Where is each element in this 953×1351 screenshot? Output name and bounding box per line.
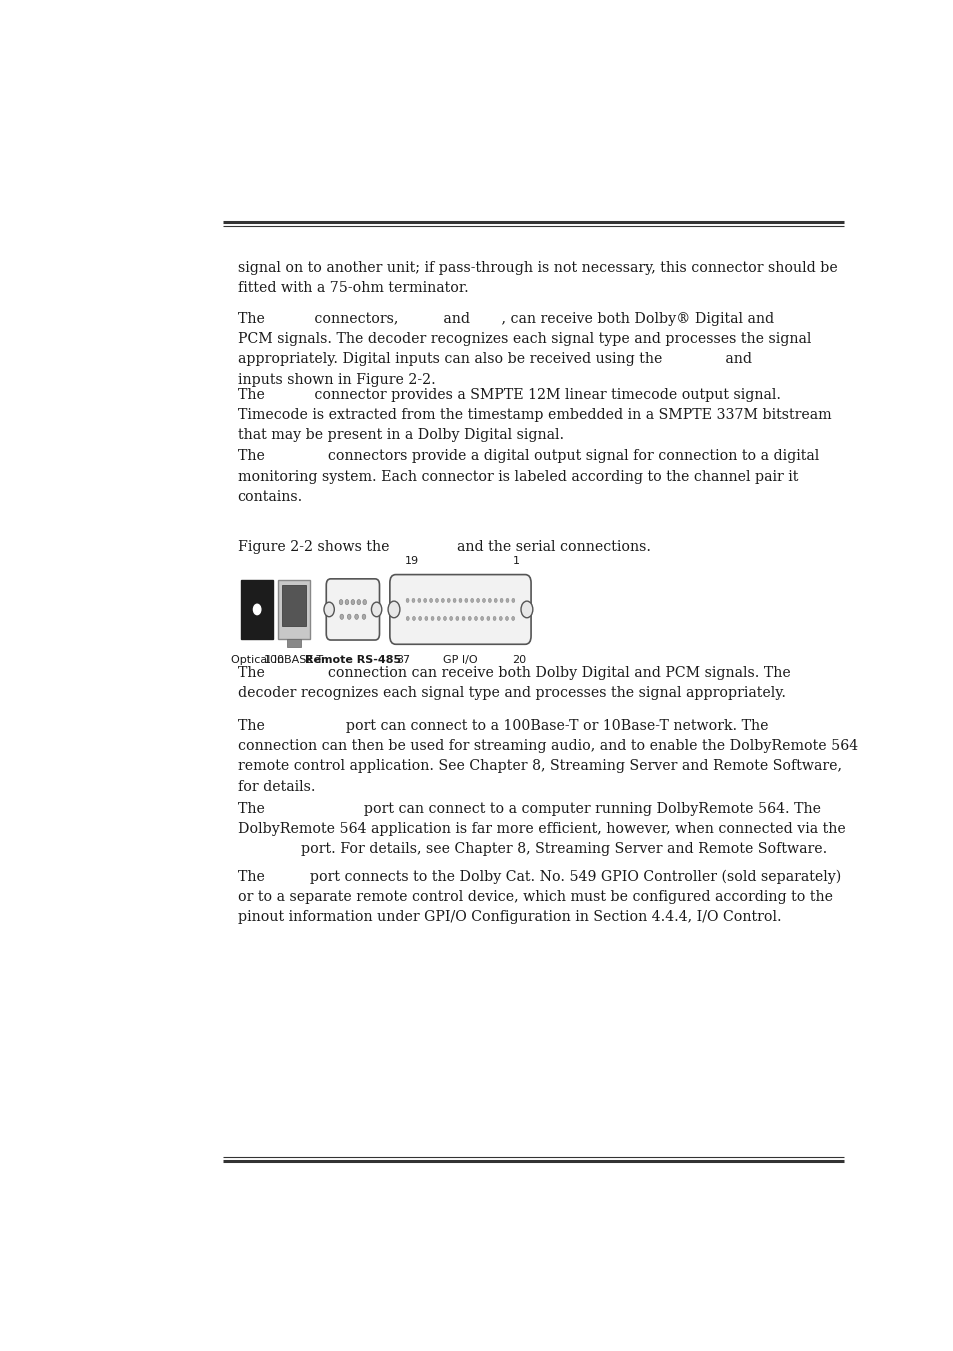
Text: appropriately. Digital inputs can also be received using the              and: appropriately. Digital inputs can also b… (237, 353, 751, 366)
Circle shape (429, 598, 432, 603)
Circle shape (447, 598, 450, 603)
Bar (282, 585, 306, 627)
Text: 1: 1 (513, 555, 519, 566)
Circle shape (435, 598, 438, 603)
Text: The           connector provides a SMPTE 12M linear timecode output signal.: The connector provides a SMPTE 12M linea… (237, 388, 780, 401)
Circle shape (486, 616, 489, 620)
Bar (287, 639, 301, 647)
Circle shape (424, 616, 427, 620)
Text: port. For details, see Chapter 8, Streaming Server and Remote Software.: port. For details, see Chapter 8, Stream… (237, 843, 826, 857)
Text: GP I/O: GP I/O (443, 655, 477, 665)
Circle shape (436, 616, 439, 620)
Circle shape (505, 598, 508, 603)
Text: for details.: for details. (237, 780, 314, 793)
Circle shape (468, 616, 471, 620)
Circle shape (412, 616, 415, 620)
Circle shape (253, 604, 260, 615)
Circle shape (470, 598, 474, 603)
Circle shape (362, 600, 366, 605)
Circle shape (443, 616, 446, 620)
Circle shape (347, 615, 351, 619)
Circle shape (431, 616, 434, 620)
Circle shape (339, 615, 343, 619)
Text: The              connectors provide a digital output signal for connection to a : The connectors provide a digital output … (237, 450, 818, 463)
Circle shape (512, 598, 515, 603)
Text: connection can then be used for streaming audio, and to enable the DolbyRemote 5: connection can then be used for streamin… (237, 739, 857, 753)
Circle shape (417, 598, 420, 603)
Circle shape (441, 598, 444, 603)
Circle shape (511, 616, 514, 620)
Text: The                  port can connect to a 100Base-T or 10Base-T network. The: The port can connect to a 100Base-T or 1… (237, 719, 767, 732)
Circle shape (520, 601, 533, 617)
Circle shape (412, 598, 415, 603)
Circle shape (493, 616, 496, 620)
Text: The           connectors,          and       , can receive both Dolby® Digital a: The connectors, and , can receive both D… (237, 312, 773, 326)
Text: that may be present in a Dolby Digital signal.: that may be present in a Dolby Digital s… (237, 428, 563, 442)
Text: Figure 2-2 shows the               and the serial connections.: Figure 2-2 shows the and the serial conn… (237, 540, 650, 554)
Circle shape (480, 616, 483, 620)
Text: monitoring system. Each connector is labeled according to the channel pair it: monitoring system. Each connector is lab… (237, 470, 797, 484)
Text: 19: 19 (404, 555, 418, 566)
Text: Optical In: Optical In (231, 655, 283, 665)
Text: DolbyRemote 564 application is far more efficient, however, when connected via t: DolbyRemote 564 application is far more … (237, 823, 844, 836)
Text: contains.: contains. (237, 490, 302, 504)
Circle shape (362, 615, 365, 619)
Text: 20: 20 (512, 655, 526, 665)
Circle shape (339, 600, 342, 605)
Circle shape (406, 598, 409, 603)
Circle shape (355, 615, 358, 619)
Circle shape (474, 616, 476, 620)
Bar (241, 580, 273, 639)
Text: PCM signals. The decoder recognizes each signal type and processes the signal: PCM signals. The decoder recognizes each… (237, 332, 810, 346)
Circle shape (453, 598, 456, 603)
Circle shape (351, 600, 355, 605)
Text: The          port connects to the Dolby Cat. No. 549 GPIO Controller (sold separ: The port connects to the Dolby Cat. No. … (237, 870, 840, 884)
Circle shape (356, 600, 360, 605)
Circle shape (371, 603, 381, 616)
Circle shape (464, 598, 467, 603)
Circle shape (458, 598, 461, 603)
Text: Remote RS-485: Remote RS-485 (305, 655, 400, 665)
Circle shape (345, 600, 349, 605)
Circle shape (505, 616, 508, 620)
Circle shape (388, 601, 399, 617)
Text: inputs shown in Figure 2-2.: inputs shown in Figure 2-2. (237, 373, 435, 386)
Text: pinout information under GPI/O Configuration in Section 4.4.4, I/O Control.: pinout information under GPI/O Configura… (237, 911, 781, 924)
Circle shape (498, 616, 501, 620)
Circle shape (461, 616, 464, 620)
Circle shape (406, 616, 409, 620)
Text: 100BASE-T: 100BASE-T (264, 655, 324, 665)
Text: remote control application. See Chapter 8, Streaming Server and Remote Software,: remote control application. See Chapter … (237, 759, 841, 773)
Circle shape (499, 598, 502, 603)
Text: Timecode is extracted from the timestamp embedded in a SMPTE 337M bitstream: Timecode is extracted from the timestamp… (237, 408, 830, 422)
Circle shape (423, 598, 426, 603)
Circle shape (324, 603, 334, 616)
Text: or to a separate remote control device, which must be configured according to th: or to a separate remote control device, … (237, 890, 832, 904)
Text: fitted with a 75-ohm terminator.: fitted with a 75-ohm terminator. (237, 281, 468, 296)
FancyBboxPatch shape (390, 574, 531, 644)
Circle shape (488, 598, 491, 603)
FancyBboxPatch shape (326, 578, 379, 640)
Text: 37: 37 (395, 655, 410, 665)
Circle shape (494, 598, 497, 603)
Circle shape (476, 598, 479, 603)
Circle shape (449, 616, 452, 620)
Circle shape (418, 616, 421, 620)
Text: decoder recognizes each signal type and processes the signal appropriately.: decoder recognizes each signal type and … (237, 686, 784, 700)
Circle shape (456, 616, 458, 620)
Text: signal on to another unit; if pass-through is not necessary, this connector shou: signal on to another unit; if pass-throu… (237, 261, 837, 276)
Bar (278, 580, 310, 639)
Text: The              connection can receive both Dolby Digital and PCM signals. The: The connection can receive both Dolby Di… (237, 666, 789, 680)
Text: The                      port can connect to a computer running DolbyRemote 564.: The port can connect to a computer runni… (237, 802, 820, 816)
Circle shape (482, 598, 485, 603)
